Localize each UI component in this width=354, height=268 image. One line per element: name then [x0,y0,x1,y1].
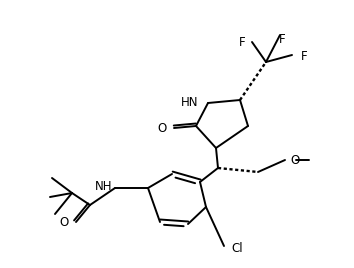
Text: O: O [158,121,167,135]
Text: O: O [290,154,299,166]
Text: F: F [301,50,308,62]
Text: NH: NH [95,181,112,193]
Text: F: F [239,36,246,50]
Text: HN: HN [181,95,198,109]
Text: Cl: Cl [231,243,242,255]
Text: F: F [279,33,285,46]
Text: O: O [60,217,69,229]
